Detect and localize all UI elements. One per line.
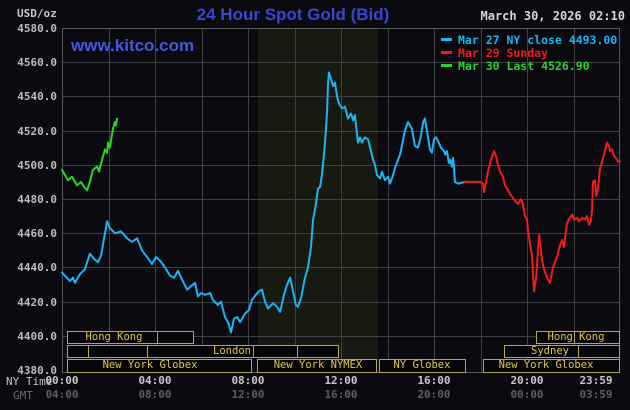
session-label: New York Globex xyxy=(102,359,198,371)
x-axis-tick-label-gmt: 16:00 xyxy=(324,388,358,401)
session-box xyxy=(379,359,466,373)
session-label: Sydney xyxy=(531,345,569,357)
kitco-watermark-link[interactable]: www.kitco.com xyxy=(71,36,195,55)
session-box xyxy=(257,359,377,373)
session-label: London xyxy=(213,345,251,357)
datetime-label: March 30, 2026 02:10 xyxy=(480,9,626,23)
x-axis-tick-label-ny: 04:00 xyxy=(138,374,172,387)
legend-item-label: Mar 30 Last 4526.90 xyxy=(458,59,590,73)
page-title: 24 Hour Spot Gold (Bid) xyxy=(196,5,390,24)
y-axis-tick-label: 4560.0 xyxy=(17,56,57,69)
series-line-mar29-sunday xyxy=(463,141,621,293)
y-axis-tick-label: 4540.0 xyxy=(17,90,57,103)
x-axis-tick-label-ny: 08:00 xyxy=(231,374,265,387)
x-axis-tick-label-ny: 20:00 xyxy=(510,374,544,387)
y-axis-tick-label: 4520.0 xyxy=(17,125,57,138)
x-axis-tick-label-gmt: 00:00 xyxy=(510,388,544,401)
series-line-mar27-ny-close xyxy=(61,71,466,334)
session-box xyxy=(574,331,620,344)
legend-item: Mar 30 Last 4526.90 xyxy=(441,59,617,73)
legend-item: Mar 27 NY close 4493.00 xyxy=(441,33,618,47)
session-box xyxy=(483,359,620,373)
session-box xyxy=(67,359,252,373)
session-label: New York Globex xyxy=(498,359,594,371)
y-axis-tick-label: 4400.0 xyxy=(17,330,57,343)
x-axis-tick-label-ny: 12:00 xyxy=(324,374,358,387)
session-label: NY Globex xyxy=(393,359,451,371)
legend: Mar 27 NY close 4493.00 Mar 29 Sunday Ma… xyxy=(441,33,618,73)
y-axis-tick-label: 4380.0 xyxy=(17,364,57,377)
legend-color-dash-icon xyxy=(441,38,452,41)
session-box xyxy=(297,345,339,358)
x-axis-tick-label-gmt: 04:00 xyxy=(45,388,79,401)
session-box xyxy=(578,345,620,358)
x-axis-tick-label-gmt: 12:00 xyxy=(231,388,265,401)
x-axis-tick-label-ny: 16:00 xyxy=(417,374,451,387)
nymex-session-band xyxy=(258,28,378,373)
legend-item-label: Mar 29 Sunday xyxy=(458,46,549,60)
y-axis-tick-label: 4480.0 xyxy=(17,193,57,206)
series-line-mar30-last xyxy=(61,117,119,192)
y-axis-tick-label: 4440.0 xyxy=(17,261,57,274)
ny-time-axis-caption: NY Time xyxy=(6,375,53,388)
legend-color-dash-icon xyxy=(441,64,452,67)
x-axis-tick-label-gmt: 08:00 xyxy=(138,388,172,401)
y-axis-tick-label: 4460.0 xyxy=(17,227,57,240)
legend-item: Mar 29 Sunday xyxy=(441,46,617,60)
session-box xyxy=(88,345,148,358)
x-axis-tick-label-gmt: 03:59 xyxy=(579,388,613,401)
x-axis-tick-label-ny: 00:00 xyxy=(45,374,79,387)
units-label: USD/oz xyxy=(17,7,57,20)
session-box xyxy=(157,331,194,344)
x-axis-tick-label-gmt: 20:00 xyxy=(417,388,451,401)
x-axis-tick-label-ny: 23:59 xyxy=(579,374,613,387)
session-label: New York NYMEX xyxy=(273,359,363,371)
y-axis-tick-label: 4500.0 xyxy=(17,159,57,172)
gridlines xyxy=(62,28,620,373)
y-axis-tick-label: 4580.0 xyxy=(17,22,57,35)
session-label: Hong Kong xyxy=(547,331,605,343)
legend-item-label: Mar 27 NY close 4493.00 xyxy=(458,33,618,47)
y-axis-tick-label: 4420.0 xyxy=(17,296,57,309)
session-box xyxy=(67,345,89,358)
gmt-axis-caption: GMT xyxy=(13,389,33,402)
session-label: Hong Kong xyxy=(85,331,143,343)
legend-color-dash-icon xyxy=(441,51,452,54)
